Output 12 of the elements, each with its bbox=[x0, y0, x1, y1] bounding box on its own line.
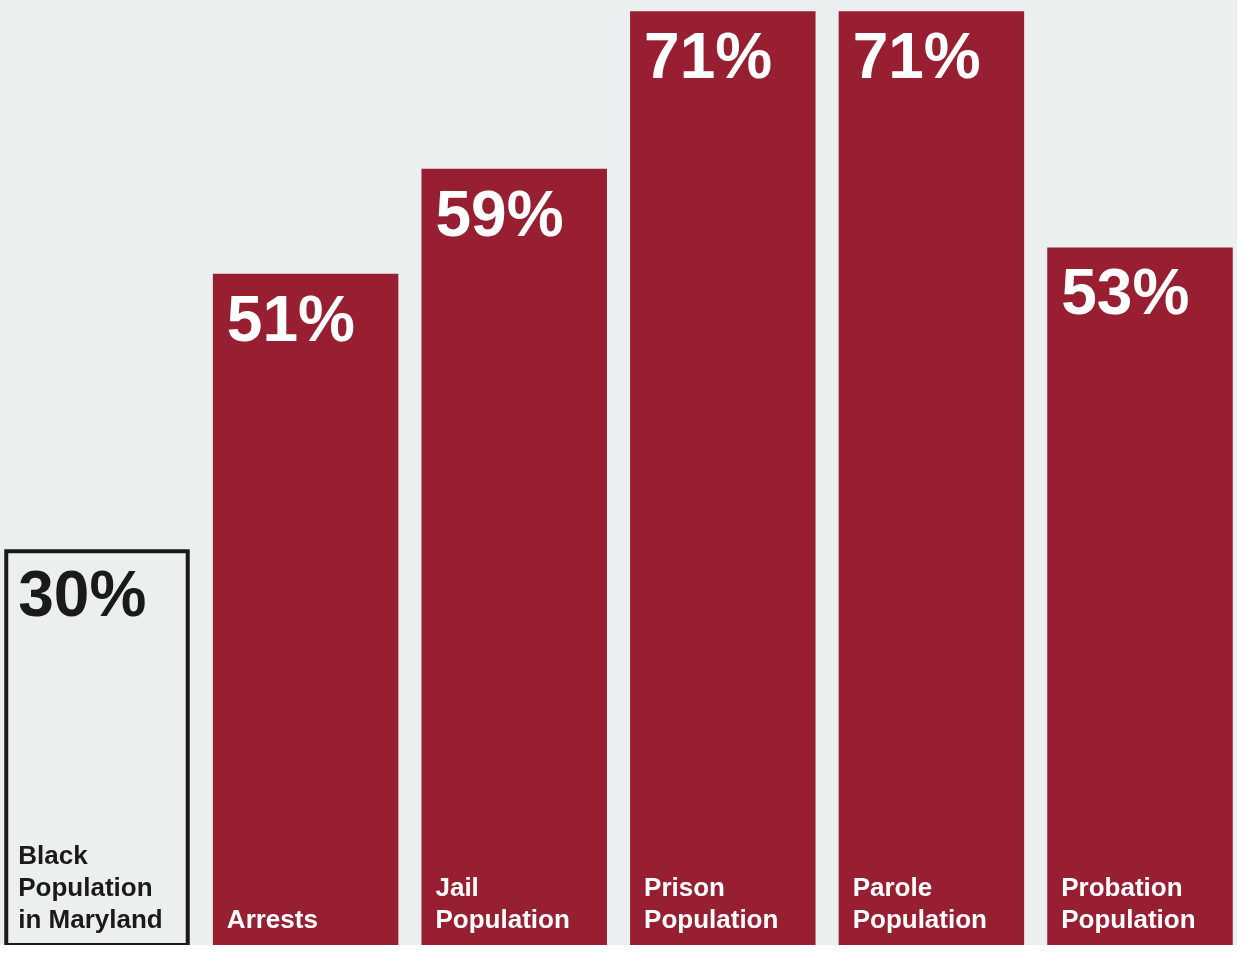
data-label: 71% bbox=[644, 20, 773, 93]
data-label: 71% bbox=[852, 20, 981, 93]
x-tick-label: Arrests bbox=[226, 904, 318, 934]
x-tick-label: Jail Population bbox=[435, 872, 570, 934]
data-label: 59% bbox=[435, 177, 564, 250]
data-label: 51% bbox=[226, 282, 355, 355]
data-label: 30% bbox=[18, 558, 147, 631]
x-tick-label: Probation Population bbox=[1061, 872, 1196, 934]
data-label: 53% bbox=[1061, 256, 1190, 329]
x-tick-label: Black Population in Maryland bbox=[18, 840, 163, 934]
x-tick-label: Parole Population bbox=[852, 872, 987, 934]
x-tick-label: Prison Population bbox=[644, 872, 779, 934]
